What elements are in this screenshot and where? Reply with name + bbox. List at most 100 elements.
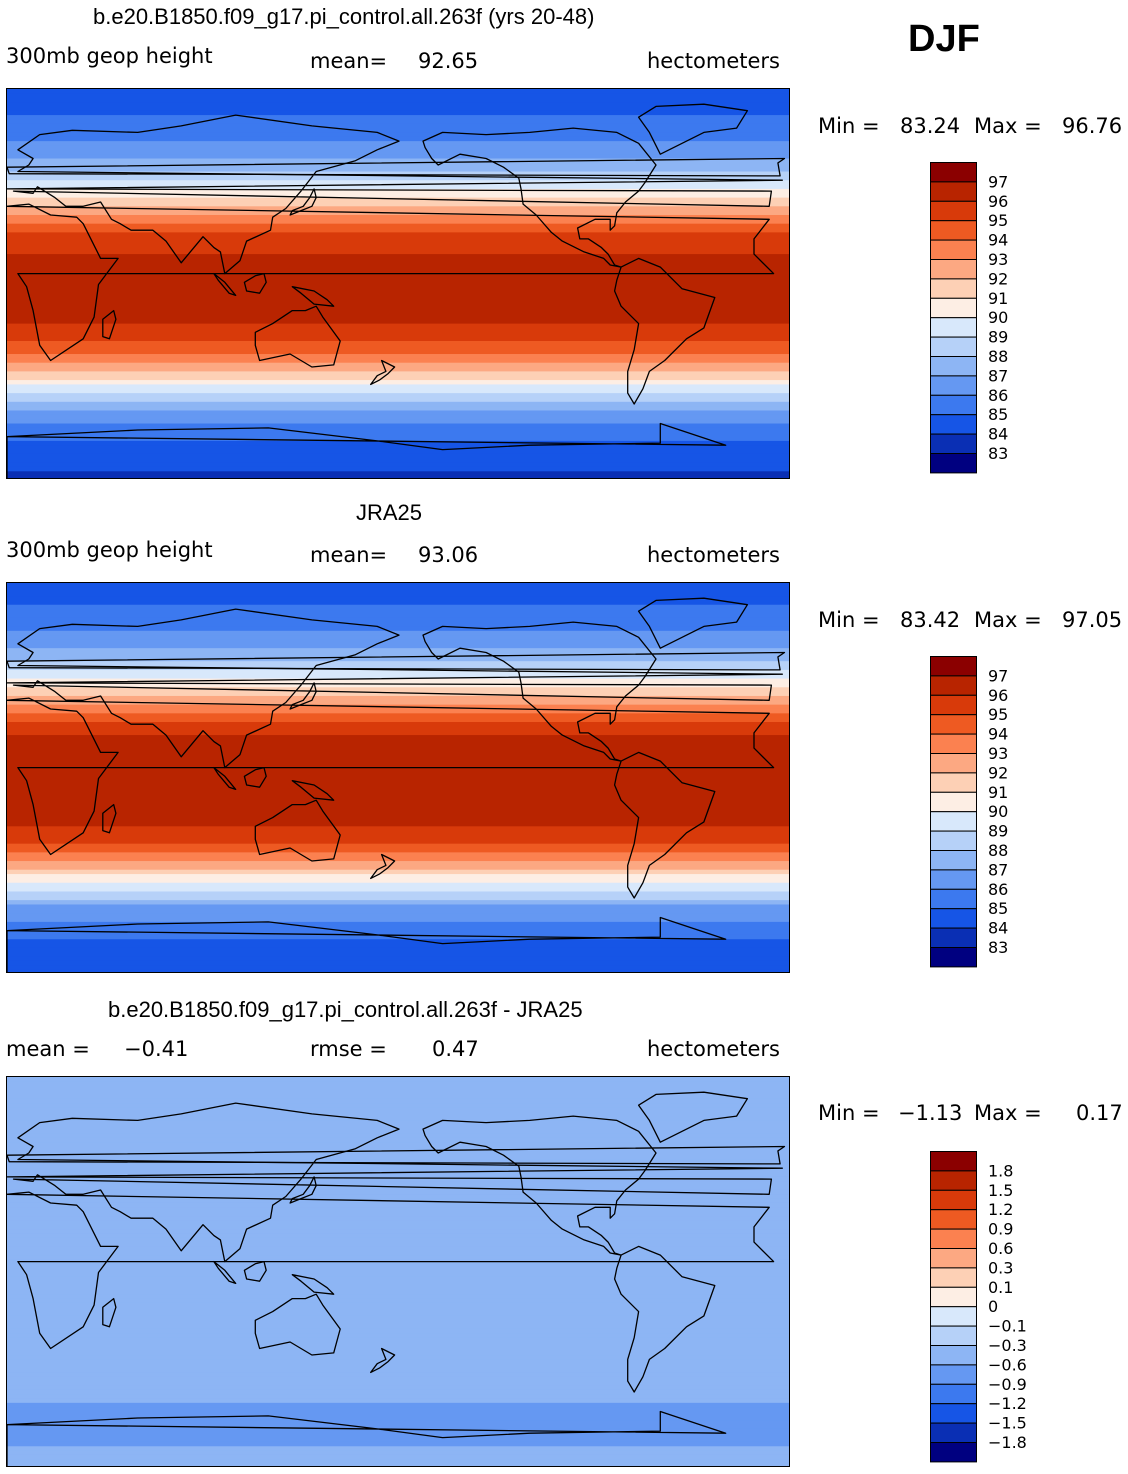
contour-band: [7, 782, 789, 788]
contour-band: [7, 1124, 789, 1130]
contour-band: [7, 406, 789, 412]
contour-band: [7, 726, 789, 732]
colorbar-box: [930, 1364, 977, 1385]
coastline: [613, 1245, 716, 1393]
contour-band: [7, 354, 789, 359]
colorbar-tick-label: 91: [988, 289, 1008, 308]
colorbar-tick-label: 87: [988, 366, 1008, 385]
colorbar-box: [930, 162, 977, 183]
contour-band: [7, 1168, 789, 1174]
coastline: [213, 766, 237, 791]
contour-band: [7, 419, 789, 425]
contour-band: [7, 1324, 789, 1330]
contour-band: [7, 1320, 789, 1326]
contour-band: [7, 904, 789, 910]
contour-band: [7, 1116, 789, 1122]
contour-band: [7, 830, 789, 836]
contour-band: [7, 1398, 789, 1404]
contour-band: [7, 1103, 789, 1109]
colorbar-box: [930, 297, 977, 319]
contour-band: [7, 865, 789, 871]
contour-band: [7, 808, 789, 814]
contour-band: [7, 769, 789, 775]
coastline: [289, 682, 317, 710]
contour-band: [7, 947, 789, 953]
contour-band: [7, 1181, 789, 1187]
colorbar-tick-label: 93: [988, 744, 1008, 763]
panel3-min-label: Min =: [818, 1101, 880, 1125]
colorbar-box: [930, 336, 977, 358]
contour-band: [7, 1176, 789, 1182]
contour-band: [7, 1289, 789, 1295]
colorbar-box: [930, 850, 977, 871]
contour-band: [7, 800, 789, 806]
contour-band: [7, 93, 789, 99]
coastline: [243, 272, 267, 294]
season-label: DJF: [908, 18, 980, 60]
contour-band: [7, 1224, 789, 1230]
contour-band: [7, 219, 789, 225]
coastline: [7, 1410, 727, 1466]
contour-band: [7, 301, 789, 307]
panel2-colorbar: 97 96 95 94 93 92 91 90 89 88 87 86 85 84 83: [930, 656, 1020, 968]
contour-band: [7, 900, 789, 906]
colorbar-tick-label: 90: [988, 802, 1008, 821]
colorbar-box: [930, 1383, 977, 1405]
contour-band: [7, 791, 789, 797]
contour-band: [7, 817, 789, 823]
colorbar-tick-label: 88: [988, 347, 1008, 366]
contour-band: [7, 691, 789, 697]
contour-band: [7, 939, 789, 945]
colorbar-box: [930, 869, 977, 890]
panel1-colorbar: 97 96 95 94 93 92 91 90 89 88 87 86 85 84 83: [930, 162, 1020, 474]
contour-band: [7, 656, 789, 662]
contour-band: [7, 583, 789, 588]
coastline: [254, 1293, 341, 1356]
colorbar-tick-label: 85: [988, 405, 1008, 424]
contour-band: [7, 1098, 789, 1104]
coastline: [613, 257, 716, 405]
contour-band: [7, 1350, 789, 1356]
colorbar-box: [930, 714, 977, 735]
contour-band: [7, 1111, 789, 1117]
contour-band: [7, 180, 789, 186]
colorbar-box: [930, 375, 977, 396]
colorbar-box: [930, 753, 977, 774]
contour-band: [7, 1133, 789, 1139]
contour-band: [7, 730, 789, 736]
coastline: [422, 127, 657, 268]
coastline: [7, 1145, 786, 1165]
contour-band: [7, 414, 789, 420]
contour-band: [7, 969, 789, 972]
colorbar-box: [930, 791, 977, 813]
contour-band: [7, 839, 789, 845]
contour-band: [7, 682, 789, 688]
contour-band: [7, 258, 789, 264]
coastline: [7, 697, 775, 856]
contour-band: [7, 367, 789, 372]
contour-band: [7, 852, 789, 858]
contour-band: [7, 591, 789, 597]
colorbar-box: [930, 908, 977, 929]
contour-band: [7, 310, 789, 316]
contour-band: [7, 393, 789, 399]
contour-band: [7, 1463, 789, 1466]
colorbar-tick-label: 84: [988, 919, 1008, 938]
panel1-mean-label: mean=: [310, 49, 388, 73]
contour-band: [7, 722, 789, 727]
colorbar-box: [930, 811, 977, 832]
colorbar-box: [930, 947, 977, 968]
contour-band: [7, 1459, 789, 1465]
contour-band: [7, 97, 789, 103]
contour-band: [7, 401, 789, 407]
contour-band: [7, 1315, 789, 1321]
colorbar-tick-label: 97: [988, 666, 1008, 685]
contour-band: [7, 1337, 789, 1343]
contour-band: [7, 1189, 789, 1195]
coastline: [102, 309, 117, 340]
colorbar-tick-label: 89: [988, 822, 1008, 841]
colorbar-box: [930, 220, 977, 241]
contour-band: [7, 458, 789, 464]
contour-band: [7, 1454, 789, 1460]
panel2-mean-value: 93.06: [418, 543, 479, 567]
